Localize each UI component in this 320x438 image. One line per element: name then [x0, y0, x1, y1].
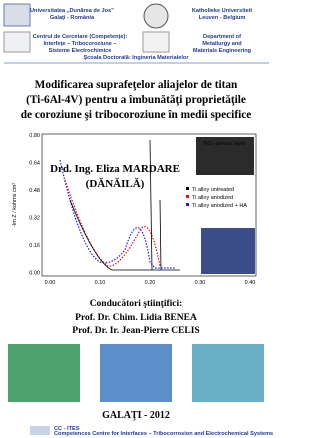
- y-tick-label: 0.48: [29, 188, 40, 194]
- legend-marker: [186, 187, 189, 190]
- x-tick-label: 0.40: [245, 280, 256, 286]
- legend-marker: [186, 203, 189, 206]
- y-tick-label: 0.80: [29, 133, 40, 139]
- y-axis-label: -Im Z / kohms cm²: [12, 183, 18, 227]
- y-tick-label: 0.16: [29, 243, 40, 249]
- department-name: Metallurgy and: [202, 41, 242, 47]
- x-tick-label: 0.20: [145, 280, 156, 286]
- department-name: Materials Engineering: [193, 48, 252, 54]
- supervisors-heading: Conducători ştiinţifici:: [90, 299, 183, 309]
- x-tick-label: 0.30: [195, 280, 206, 286]
- legend-label: Ti alloy untreated: [192, 187, 234, 193]
- micrograph-bottom: [201, 228, 255, 274]
- inset-label: TiO₂ porous layer: [203, 141, 246, 147]
- kuleuven-logo: [144, 4, 168, 28]
- university-name: Universitatea „Dunărea de Jos”: [30, 8, 114, 14]
- supervisor-name: Prof. Dr. Chim. Lidia BENEA: [75, 313, 197, 323]
- center-name: Sisteme Electrochimice: [49, 48, 112, 54]
- author-name: (DĂNĂILĂ): [86, 178, 145, 190]
- university-name: Galaţi - România: [50, 15, 95, 21]
- author-name: Drd. Ing. Eliza MARDARE: [50, 163, 180, 175]
- university-name: Leuven - Belgium: [199, 15, 246, 21]
- surface-image-1: [8, 344, 80, 402]
- mtm-logo: [143, 32, 169, 52]
- cover-page: Universitatea „Dunărea de Jos”Galaţi - R…: [0, 0, 273, 438]
- university-name: Katholieke Universiteit: [192, 8, 252, 14]
- place-year: GALAŢI - 2012: [102, 410, 170, 421]
- department-name: Department of: [203, 34, 241, 40]
- y-tick-label: 0.64: [29, 161, 40, 167]
- thesis-title: (Ti-6Al-4V) pentru a îmbunătăţi propriet…: [26, 94, 246, 106]
- surface-image-3: [192, 344, 264, 402]
- ugal-logo: [4, 4, 30, 26]
- footer-name: Competences Centre for Interfaces – Trib…: [54, 431, 273, 437]
- footer-logo: [30, 426, 50, 435]
- legend-label: Ti alloy anodized + HA: [192, 203, 247, 209]
- surface-image-2: [100, 344, 172, 402]
- legend-marker: [186, 195, 189, 198]
- doctoral-school: Şcoala Doctorală: Ingineria Materialelor: [83, 55, 189, 61]
- thesis-title: Modificarea suprafeţelor aliajelor de ti…: [35, 79, 238, 91]
- supervisor-name: Prof. Dr. Ir. Jean-Pierre CELIS: [72, 326, 199, 336]
- legend-label: Ti alloy anodized: [192, 195, 233, 201]
- center-logo: [4, 32, 30, 52]
- y-tick-label: 0.32: [29, 216, 40, 222]
- thesis-title: de coroziune şi tribocoroziune în medii …: [21, 109, 252, 121]
- x-tick-label: 0.10: [95, 280, 106, 286]
- y-tick-label: 0.00: [29, 271, 40, 277]
- center-name: Centrul de Cercetare (Competenţe):: [33, 34, 128, 40]
- x-tick-label: 0.00: [45, 280, 56, 286]
- center-name: Interfeţe – Tribocoroziune –: [43, 41, 116, 47]
